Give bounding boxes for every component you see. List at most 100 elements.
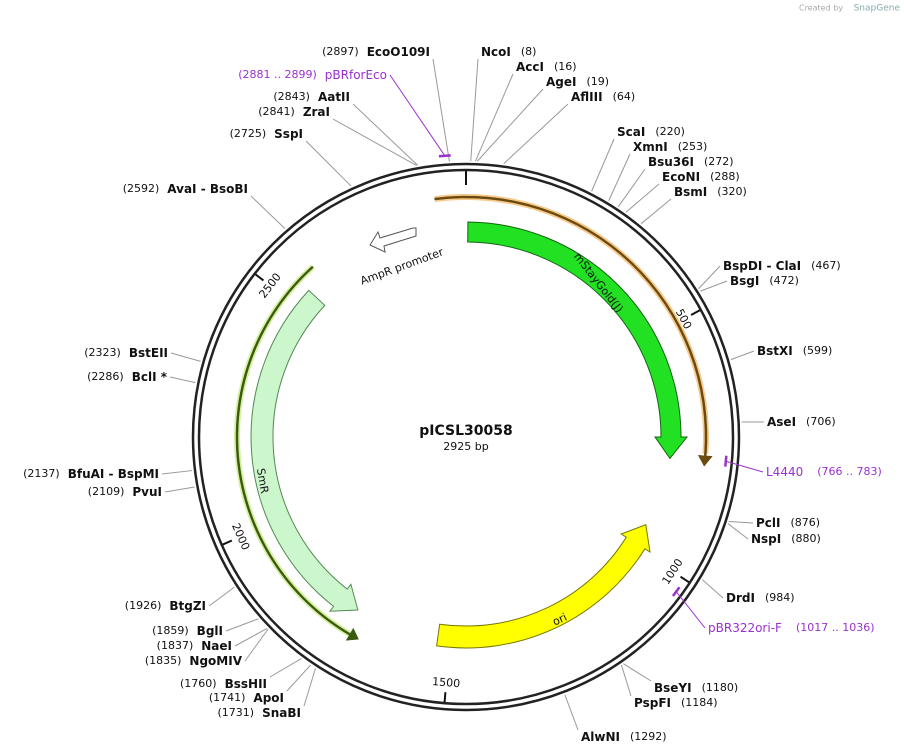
site-position: (876) (791, 516, 821, 529)
site-label: PspFI (1184) (634, 696, 718, 710)
site-label: EcoNI (288) (662, 170, 740, 184)
site-name: NgoMIV (189, 654, 242, 668)
site-position: (288) (710, 170, 740, 183)
site-label: BstXI (599) (757, 344, 832, 358)
site-position: (1741) (209, 691, 246, 704)
site-position: (1731) (218, 706, 255, 719)
site-label: AflIII (64) (571, 90, 635, 104)
site-position: (1837) (157, 639, 194, 652)
primer-mark (438, 154, 451, 158)
site-label: (1731) SnaBI (218, 706, 301, 720)
primer-mark (671, 586, 681, 597)
site-name: BfuAI - BspMI (68, 467, 159, 481)
site-label: AseI (706) (767, 415, 836, 429)
site-leader (617, 168, 646, 208)
site-name: BstXI (757, 344, 793, 358)
feature-label: AmpR promoter (359, 245, 446, 287)
site-leader (640, 198, 672, 225)
site-leader (625, 183, 660, 213)
site-position: (2592) (123, 182, 160, 195)
site-name: BseYI (654, 681, 692, 695)
site-label: (2137) BfuAI - BspMI (23, 467, 159, 481)
site-position: (16) (554, 60, 577, 73)
site-leader (225, 618, 259, 632)
site-label: DrdI (984) (726, 591, 795, 605)
site-position: (2897) (322, 45, 359, 58)
site-name: BsmI (674, 185, 707, 199)
site-leader (269, 658, 302, 678)
site-label: (2323) BstEII (84, 346, 168, 360)
site-label: (2841) ZraI (258, 105, 330, 119)
site-position: (8) (521, 45, 537, 58)
feature-arrow (436, 524, 651, 649)
ring-tick (679, 575, 690, 584)
site-leader (698, 265, 721, 289)
site-position: (2137) (23, 467, 60, 480)
site-name: AseI (767, 415, 796, 429)
site-leader (700, 280, 728, 292)
site-position: (472) (769, 274, 799, 287)
plasmid-length: 2925 bp (443, 440, 488, 453)
ring-tick-label: 1500 (432, 675, 461, 690)
site-label: (2897) EcoO109I (322, 45, 430, 59)
site-leader (169, 376, 196, 384)
site-position: (1926) (125, 599, 162, 612)
site-leader (161, 470, 193, 475)
site-label: BseYI (1180) (654, 681, 738, 695)
credit-prefix: Created by (799, 4, 843, 13)
site-label: (1741) ApoI (209, 691, 284, 705)
site-name: BspDI - ClaI (723, 259, 801, 273)
site-position: (1835) (145, 654, 182, 667)
site-leader (170, 352, 201, 362)
backbone-outer (191, 162, 741, 712)
primer-range: (2881 .. 2899) (238, 68, 317, 81)
site-position: (2109) (88, 485, 125, 498)
site-name: SnaBI (262, 706, 301, 720)
site-position: (1292) (630, 730, 667, 743)
site-name: EcoO109I (367, 45, 430, 59)
site-position: (880) (791, 532, 821, 545)
site-leader (244, 628, 269, 662)
site-name: BssHII (225, 677, 267, 691)
site-leader (352, 103, 418, 166)
site-label: BsgI (472) (730, 274, 799, 288)
primer-leader (389, 74, 446, 157)
site-position: (64) (613, 90, 636, 103)
site-position: (2843) (273, 90, 310, 103)
feature-label: SmR (254, 467, 271, 495)
primer-label: (2881 .. 2899) pBRforEco (238, 68, 387, 82)
site-leader (476, 88, 544, 162)
site-name: NspI (751, 532, 781, 546)
site-position: (706) (806, 415, 836, 428)
ring-tick-label: 1000 (659, 556, 685, 587)
site-name: AlwNI (581, 730, 620, 744)
credit-brand: SnapGene (854, 4, 901, 14)
site-leader (432, 58, 450, 162)
site-label: (2109) PvuI (88, 485, 162, 499)
site-position: (320) (717, 185, 747, 198)
site-position: (19) (586, 75, 609, 88)
site-leader (208, 586, 235, 607)
ring-tick (222, 539, 233, 546)
site-name: PspFI (634, 696, 671, 710)
site-name: AgeI (546, 75, 576, 89)
site-leader (564, 694, 579, 731)
site-leader (250, 195, 286, 230)
backbone-inner (197, 168, 735, 706)
site-position: (1859) (152, 624, 189, 637)
site-position: (2841) (258, 105, 295, 118)
site-position: (1760) (180, 677, 217, 690)
site-name: NaeI (201, 639, 232, 653)
feature-arrow (250, 289, 359, 612)
site-name: AatII (318, 90, 350, 104)
site-label: AgeI (19) (546, 75, 609, 89)
primer-label: L4440 (766 .. 783) (766, 465, 882, 479)
primer-leader (725, 460, 764, 473)
site-leader (305, 140, 352, 187)
site-position: (220) (655, 125, 685, 138)
site-name: Bsu36I (648, 155, 694, 169)
site-label: (2843) AatII (273, 90, 350, 104)
site-label: (1760) BssHII (180, 677, 267, 691)
site-leader (286, 664, 311, 692)
site-name: PclI (756, 516, 781, 530)
